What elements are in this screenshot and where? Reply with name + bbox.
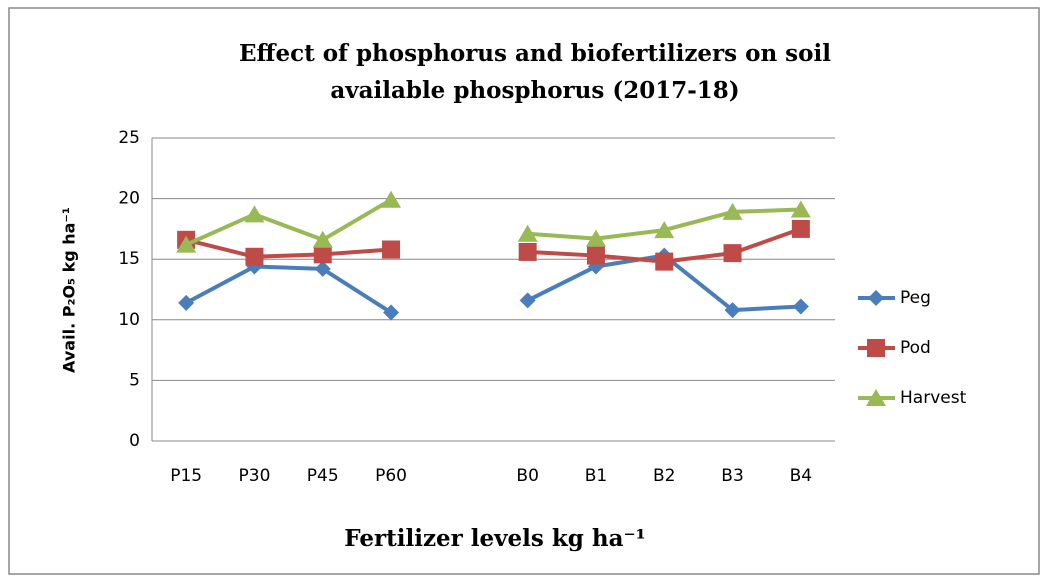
data-point xyxy=(655,252,674,271)
data-point xyxy=(178,294,195,311)
y-tick-label: 5 xyxy=(129,370,140,390)
y-tick-label: 20 xyxy=(118,189,140,209)
data-point xyxy=(586,246,605,265)
data-point xyxy=(585,229,606,247)
data-point xyxy=(381,190,402,208)
x-tick-label: P45 xyxy=(307,466,339,486)
data-point xyxy=(244,205,265,223)
x-tick-label: P60 xyxy=(375,466,407,486)
data-point xyxy=(519,292,536,309)
data-point xyxy=(722,202,743,220)
data-point xyxy=(723,244,742,263)
x-tick-label: B3 xyxy=(721,466,743,486)
legend-marker xyxy=(866,389,886,406)
chart-title: available phosphorus (2017-18) xyxy=(330,77,739,104)
data-point xyxy=(517,224,538,242)
data-point xyxy=(176,235,197,253)
data-point xyxy=(724,302,741,319)
legend-label: Peg xyxy=(900,288,931,308)
chart-frame xyxy=(8,7,1040,575)
x-tick-label: B1 xyxy=(585,466,607,486)
y-axis-label: Avail. P₂O₅ kg ha⁻¹ xyxy=(60,207,79,373)
data-point xyxy=(790,200,811,218)
x-axis-label: Fertilizer levels kg ha⁻¹ xyxy=(344,525,645,552)
data-point xyxy=(654,221,675,239)
x-tick-label: P30 xyxy=(239,466,271,486)
x-tick-label: B4 xyxy=(790,466,812,486)
data-point xyxy=(791,219,810,238)
data-point xyxy=(314,260,331,277)
data-point xyxy=(382,240,401,259)
data-point xyxy=(245,247,264,266)
x-tick-label: P15 xyxy=(170,466,202,486)
data-point xyxy=(518,242,537,261)
y-tick-label: 10 xyxy=(118,310,140,330)
chart-title: Effect of phosphorus and biofertilizers … xyxy=(239,40,831,67)
data-point xyxy=(383,304,400,321)
data-point xyxy=(313,245,332,264)
legend-label: Pod xyxy=(900,338,931,358)
x-tick-label: B2 xyxy=(653,466,675,486)
data-point xyxy=(792,298,809,315)
legend-marker xyxy=(868,290,884,306)
data-point xyxy=(312,230,333,248)
y-tick-label: 25 xyxy=(118,128,140,148)
legend-marker xyxy=(867,339,885,357)
legend-label: Harvest xyxy=(900,388,967,408)
x-tick-label: B0 xyxy=(516,466,538,486)
y-tick-label: 0 xyxy=(129,431,140,451)
y-tick-label: 15 xyxy=(118,249,140,269)
